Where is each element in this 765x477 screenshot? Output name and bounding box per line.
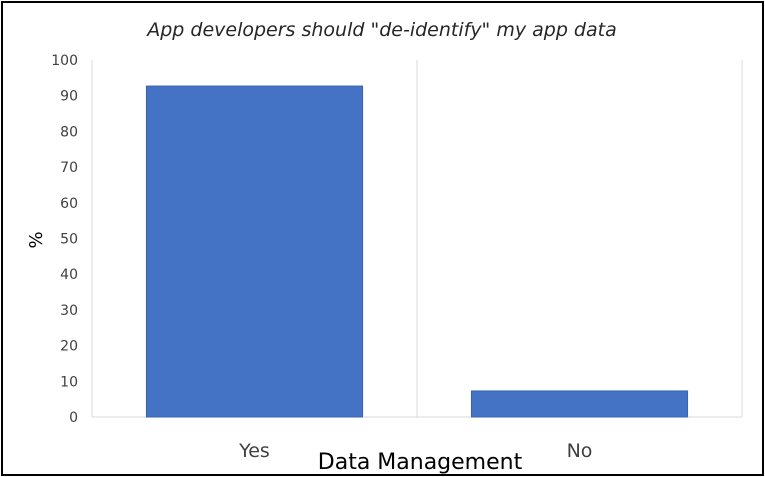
- bar-no: [470, 390, 689, 418]
- y-tick-label: 70: [60, 160, 78, 176]
- y-axis-label: %: [26, 231, 47, 248]
- y-tick-label: 20: [60, 339, 78, 355]
- y-tick-label: 90: [60, 89, 78, 105]
- y-tick-label: 60: [60, 196, 78, 212]
- y-tick-label: 50: [60, 232, 78, 248]
- bars: [145, 85, 689, 418]
- bar-yes: [145, 85, 364, 418]
- x-tick-label: No: [567, 440, 593, 462]
- y-tick-label: 10: [60, 374, 78, 390]
- y-tick-label: 100: [51, 53, 78, 69]
- y-tick-label: 0: [69, 410, 78, 426]
- y-tick-label: 30: [60, 303, 78, 319]
- x-axis-label: Data Management: [318, 450, 523, 475]
- y-tick-label: 40: [60, 267, 78, 283]
- y-axis-ticks: 0 10 20 30 40 50 60 70 80 90 100: [51, 53, 78, 426]
- x-tick-label: Yes: [238, 440, 270, 462]
- chart-title: App developers should "de-identify" my a…: [145, 19, 616, 41]
- y-tick-label: 80: [60, 124, 78, 140]
- x-axis-categories: Yes No: [238, 440, 592, 462]
